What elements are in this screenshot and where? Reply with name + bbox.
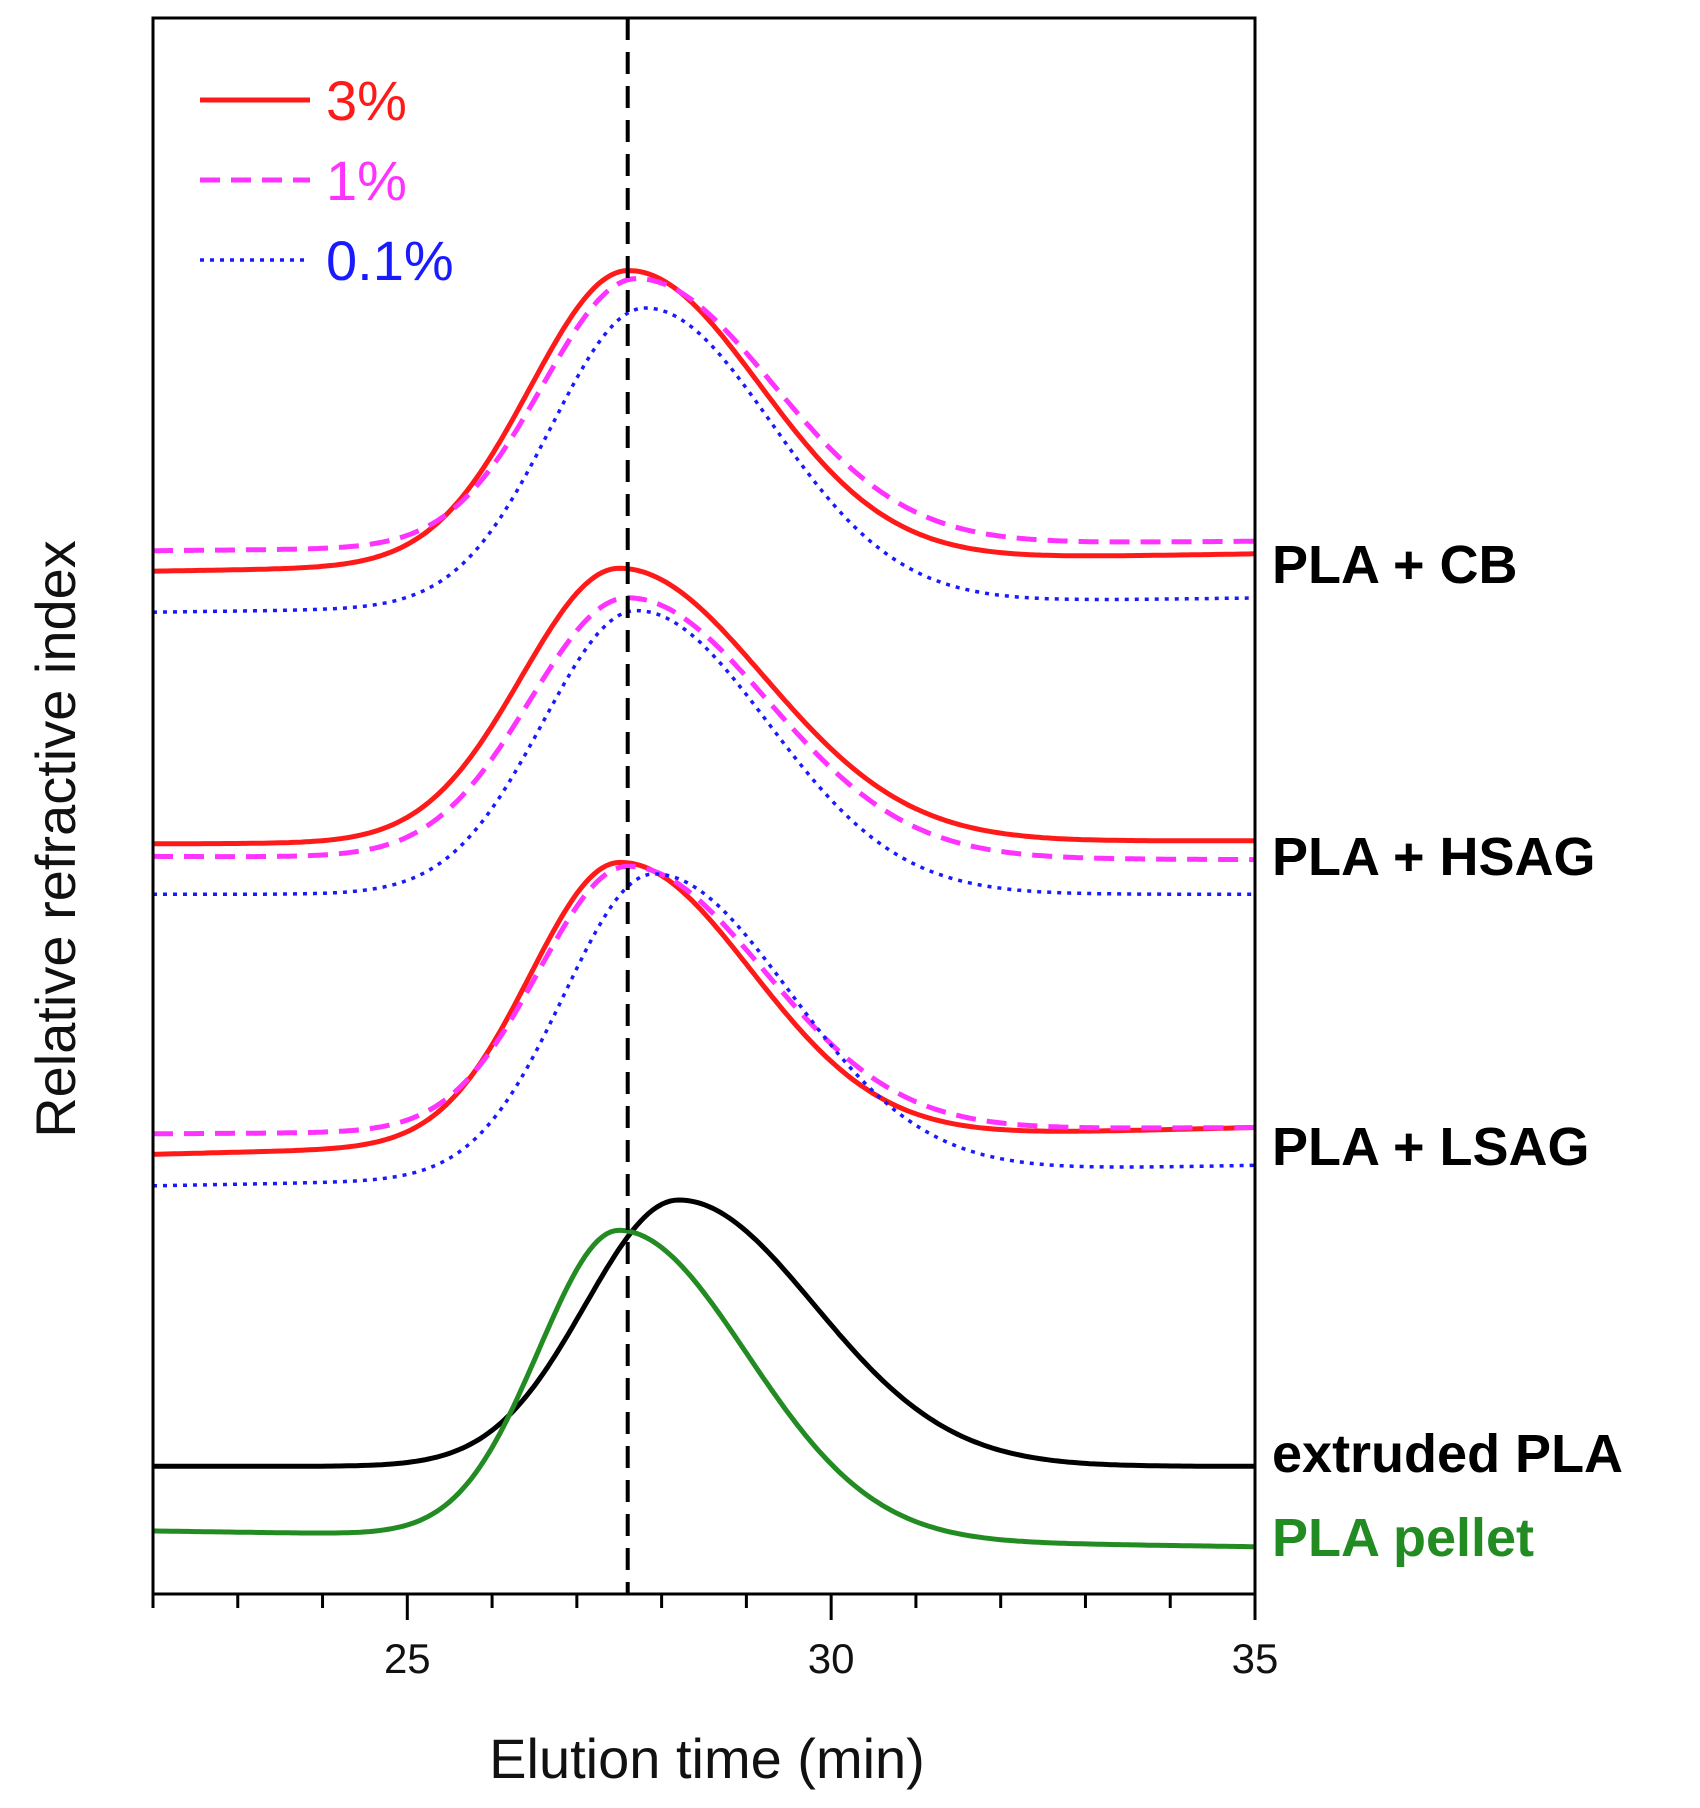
legend-label-1pct: 1% bbox=[326, 149, 407, 212]
legend-label-0-1pct: 0.1% bbox=[326, 229, 454, 292]
curve-label-pla-pellet: PLA pellet bbox=[1272, 1508, 1534, 1568]
series-line-pla-cb-1pct bbox=[153, 276, 1256, 554]
series-line-pla-hsag-0-1pct bbox=[153, 608, 1255, 897]
series-line-pla-lsag-0-1pct bbox=[152, 872, 1256, 1188]
series-line-pla-hsag-3pct bbox=[153, 565, 1255, 847]
curve-label-pla-lsag: PLA + LSAG bbox=[1272, 1117, 1590, 1177]
legend-label-3pct: 3% bbox=[326, 69, 407, 132]
curve-label-extruded-pla: extruded PLA bbox=[1272, 1424, 1623, 1484]
series-line-pla-lsag-1pct bbox=[153, 863, 1255, 1137]
series-line-extruded-pla-extruded-pla bbox=[153, 1197, 1255, 1469]
x-axis-ticks: 25 30 35 bbox=[151, 1594, 1279, 1682]
series-line-pla-cb-0-1pct bbox=[152, 306, 1255, 614]
x-axis-title: Elution time (min) bbox=[489, 1727, 925, 1790]
series-line-pla-hsag-1pct bbox=[153, 595, 1255, 863]
series-line-pla-pellet-pla-pellet bbox=[153, 1227, 1255, 1550]
series-line-pla-cb-3pct bbox=[152, 268, 1256, 574]
x-tick-label-30: 30 bbox=[808, 1635, 855, 1682]
x-tick-label-25: 25 bbox=[384, 1635, 431, 1682]
y-axis-title: Relative refractive index bbox=[24, 540, 87, 1138]
x-tick-label-35: 35 bbox=[1232, 1635, 1279, 1682]
curve-label-pla-cb: PLA + CB bbox=[1272, 535, 1518, 595]
series-line-pla-lsag-3pct bbox=[152, 859, 1256, 1157]
curve-labels: PLA + CB PLA + HSAG PLA + LSAG extruded PLA… bbox=[1272, 535, 1623, 1568]
curves-layer bbox=[152, 268, 1256, 1550]
plot-frame bbox=[151, 16, 1257, 1596]
curve-label-pla-hsag: PLA + HSAG bbox=[1272, 827, 1596, 887]
legend: 3% 1% 0.1% bbox=[200, 69, 454, 292]
